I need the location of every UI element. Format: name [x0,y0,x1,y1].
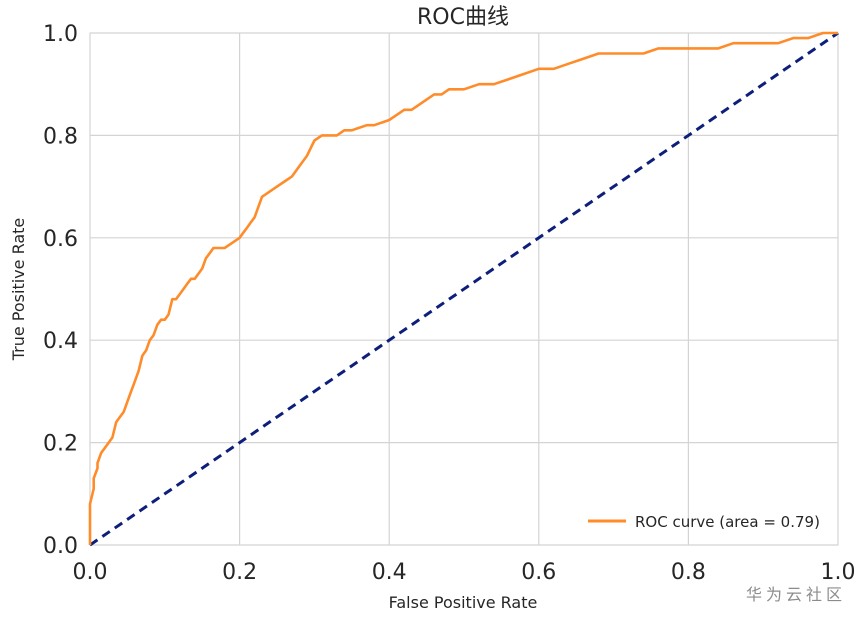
x-axis-label: False Positive Rate [389,593,538,612]
x-tick-label: 0.0 [73,560,108,585]
legend-label-roc: ROC curve (area = 0.79) [635,513,820,531]
x-tick-label: 0.8 [671,560,706,585]
x-tick-label: 0.2 [222,560,257,585]
y-tick-labels: 0.0 0.2 0.4 0.6 0.8 1.0 [43,22,78,559]
x-tick-label: 0.4 [372,560,407,585]
y-tick-label: 0.4 [43,329,78,354]
x-tick-labels: 0.0 0.2 0.4 0.6 0.8 1.0 [73,560,856,585]
y-tick-label: 0.0 [43,534,78,559]
y-axis-label: True Positive Rate [9,218,28,362]
series-layer [88,31,839,547]
chart-title: ROC曲线 [417,5,509,30]
legend: ROC curve (area = 0.79) [588,513,820,531]
x-tick-label: 1.0 [821,560,856,585]
y-tick-label: 0.8 [43,124,78,149]
y-tick-label: 0.6 [43,227,78,252]
grid [89,32,839,546]
roc-curve-line [88,31,838,545]
y-tick-label: 1.0 [43,22,78,47]
x-tick-label: 0.6 [521,560,556,585]
watermark: 华为云社区 [746,585,846,604]
y-tick-label: 0.2 [43,432,78,457]
chance-diagonal-line [89,31,839,547]
